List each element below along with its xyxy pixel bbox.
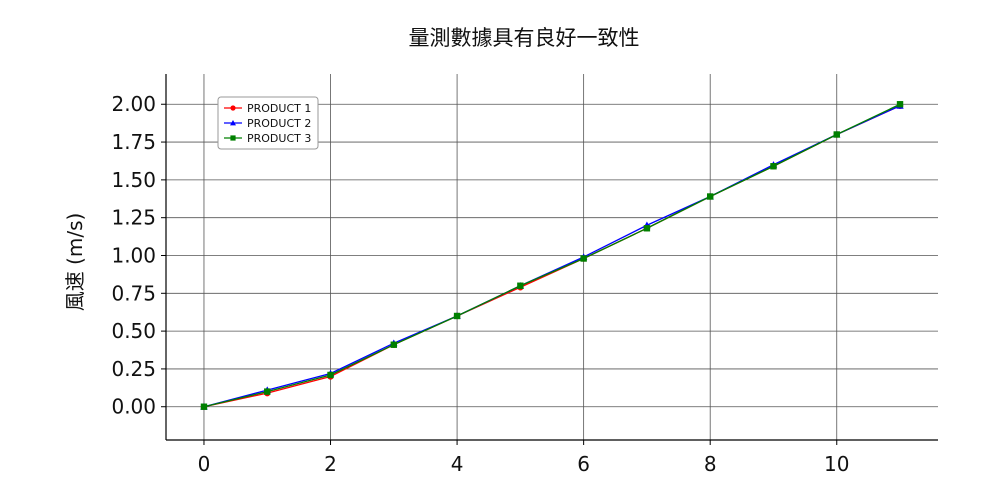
y-tick-label: 0.00 [111,395,156,419]
series-line [203,105,901,408]
y-tick-label: 0.50 [111,319,156,343]
x-tick-label: 8 [704,452,717,476]
legend-box [217,96,319,150]
legend-marker [230,120,236,126]
data-point [390,341,398,348]
legend-item[interactable]: PRODUCT 2 [224,117,311,130]
data-point [517,282,524,289]
legend-label: PRODUCT 3 [247,132,311,145]
y-tick-label: 0.25 [111,357,156,381]
legend-marker [230,105,236,111]
legend-item[interactable]: PRODUCT 1 [224,102,311,115]
data-point [833,131,840,138]
y-tick-label: 2.00 [111,92,156,116]
x-tick-label: 6 [577,452,590,476]
x-tick-label: 10 [824,452,849,476]
data-point [706,193,714,200]
series-3 [200,101,904,410]
series-line [203,105,901,408]
data-point [264,388,271,395]
data-point [770,163,777,170]
legend-label: PRODUCT 2 [247,117,311,130]
data-point [453,312,461,320]
y-tick-label: 1.00 [111,243,156,267]
chart-title: 量測數據具有良好一致性 [409,26,640,50]
y-tick-label: 1.25 [111,206,156,230]
y-tick-label: 1.75 [111,130,156,154]
legend-item[interactable]: PRODUCT 3 [224,132,311,145]
y-tick-label: 0.75 [111,281,156,305]
series-layer [200,101,904,410]
data-point [896,101,904,108]
legend[interactable]: PRODUCT 1 PRODUCT 2 PRODUCT 3 [217,96,319,150]
data-point [580,255,587,262]
legend-label: PRODUCT 1 [247,102,311,115]
x-tick-label: 2 [324,452,337,476]
tick-labels: 0 2 4 6 8 10 0.00 0.25 0.50 0.75 1.00 1.25 1.50 1.75 2… [111,92,849,476]
series-line [203,103,901,408]
y-tick-label: 1.50 [111,168,156,192]
x-tick-label: 4 [451,452,464,476]
axes [161,74,938,445]
legend-marker [230,135,236,141]
data-point [327,371,334,379]
x-tick-label: 0 [198,452,211,476]
data-point [643,225,651,232]
y-axis-label: 風速 (m/s) [63,213,87,312]
data-point [200,403,208,410]
